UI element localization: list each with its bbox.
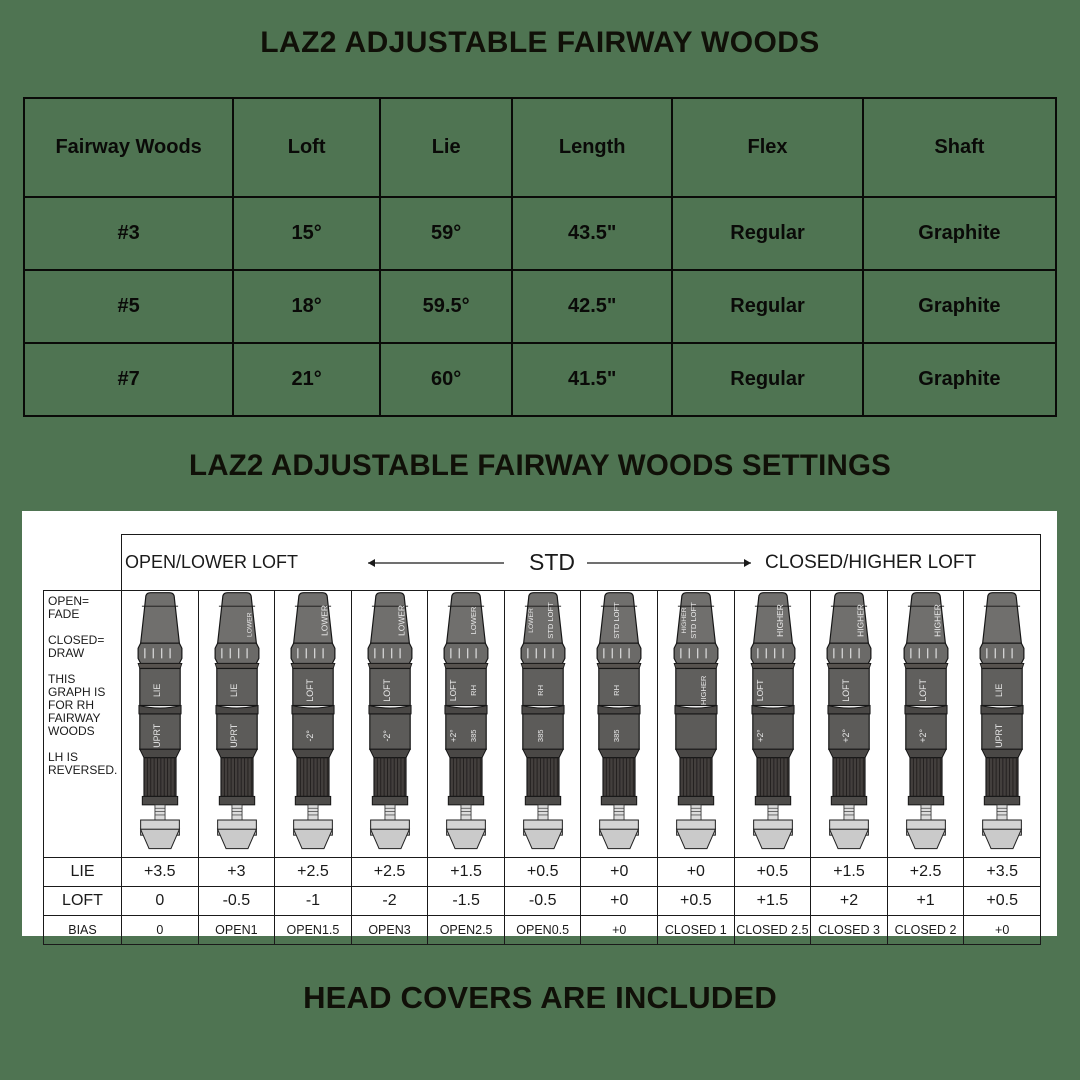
- svg-text:385: 385: [469, 730, 478, 743]
- svg-text:-2°: -2°: [305, 730, 315, 741]
- svg-text:HIGHER: HIGHER: [681, 607, 688, 633]
- svg-text:HIGHER: HIGHER: [856, 604, 866, 637]
- svg-text:RH: RH: [536, 685, 545, 696]
- svg-text:LOWER: LOWER: [319, 605, 329, 636]
- svg-text:UPRT: UPRT: [994, 723, 1004, 747]
- svg-text:STD LOFT: STD LOFT: [689, 602, 698, 639]
- svg-text:LOWER: LOWER: [396, 605, 406, 636]
- svg-text:385: 385: [536, 730, 545, 743]
- svg-text:HIGHER: HIGHER: [775, 604, 785, 637]
- svg-text:RH: RH: [612, 685, 621, 696]
- svg-text:STD LOFT: STD LOFT: [546, 602, 555, 639]
- svg-text:HIGHER: HIGHER: [932, 604, 942, 637]
- svg-text:LOWER: LOWER: [528, 608, 535, 633]
- svg-text:LOFT: LOFT: [918, 678, 928, 701]
- svg-text:LOFT: LOFT: [382, 678, 392, 701]
- svg-text:LOFT: LOFT: [755, 680, 765, 701]
- svg-text:LOWER: LOWER: [469, 606, 478, 634]
- svg-text:+2°: +2°: [448, 729, 458, 742]
- svg-text:+2°: +2°: [755, 729, 765, 742]
- svg-text:UPRT: UPRT: [229, 723, 239, 747]
- svg-text:+2°: +2°: [841, 729, 851, 743]
- svg-text:LIE: LIE: [994, 684, 1004, 697]
- svg-text:STD LOFT: STD LOFT: [612, 602, 621, 639]
- svg-text:UPRT: UPRT: [152, 723, 162, 747]
- svg-text:RH: RH: [469, 685, 478, 696]
- svg-text:LOFT: LOFT: [448, 680, 458, 701]
- svg-text:LIE: LIE: [152, 684, 162, 697]
- svg-text:LIE: LIE: [229, 684, 239, 697]
- svg-text:HIGHER: HIGHER: [699, 675, 708, 705]
- svg-text:LOWER: LOWER: [246, 612, 253, 637]
- svg-text:385: 385: [612, 730, 621, 743]
- svg-text:-2°: -2°: [382, 730, 392, 741]
- svg-text:LOFT: LOFT: [841, 678, 851, 701]
- svg-text:LOFT: LOFT: [305, 678, 315, 701]
- svg-text:+2°: +2°: [918, 729, 928, 743]
